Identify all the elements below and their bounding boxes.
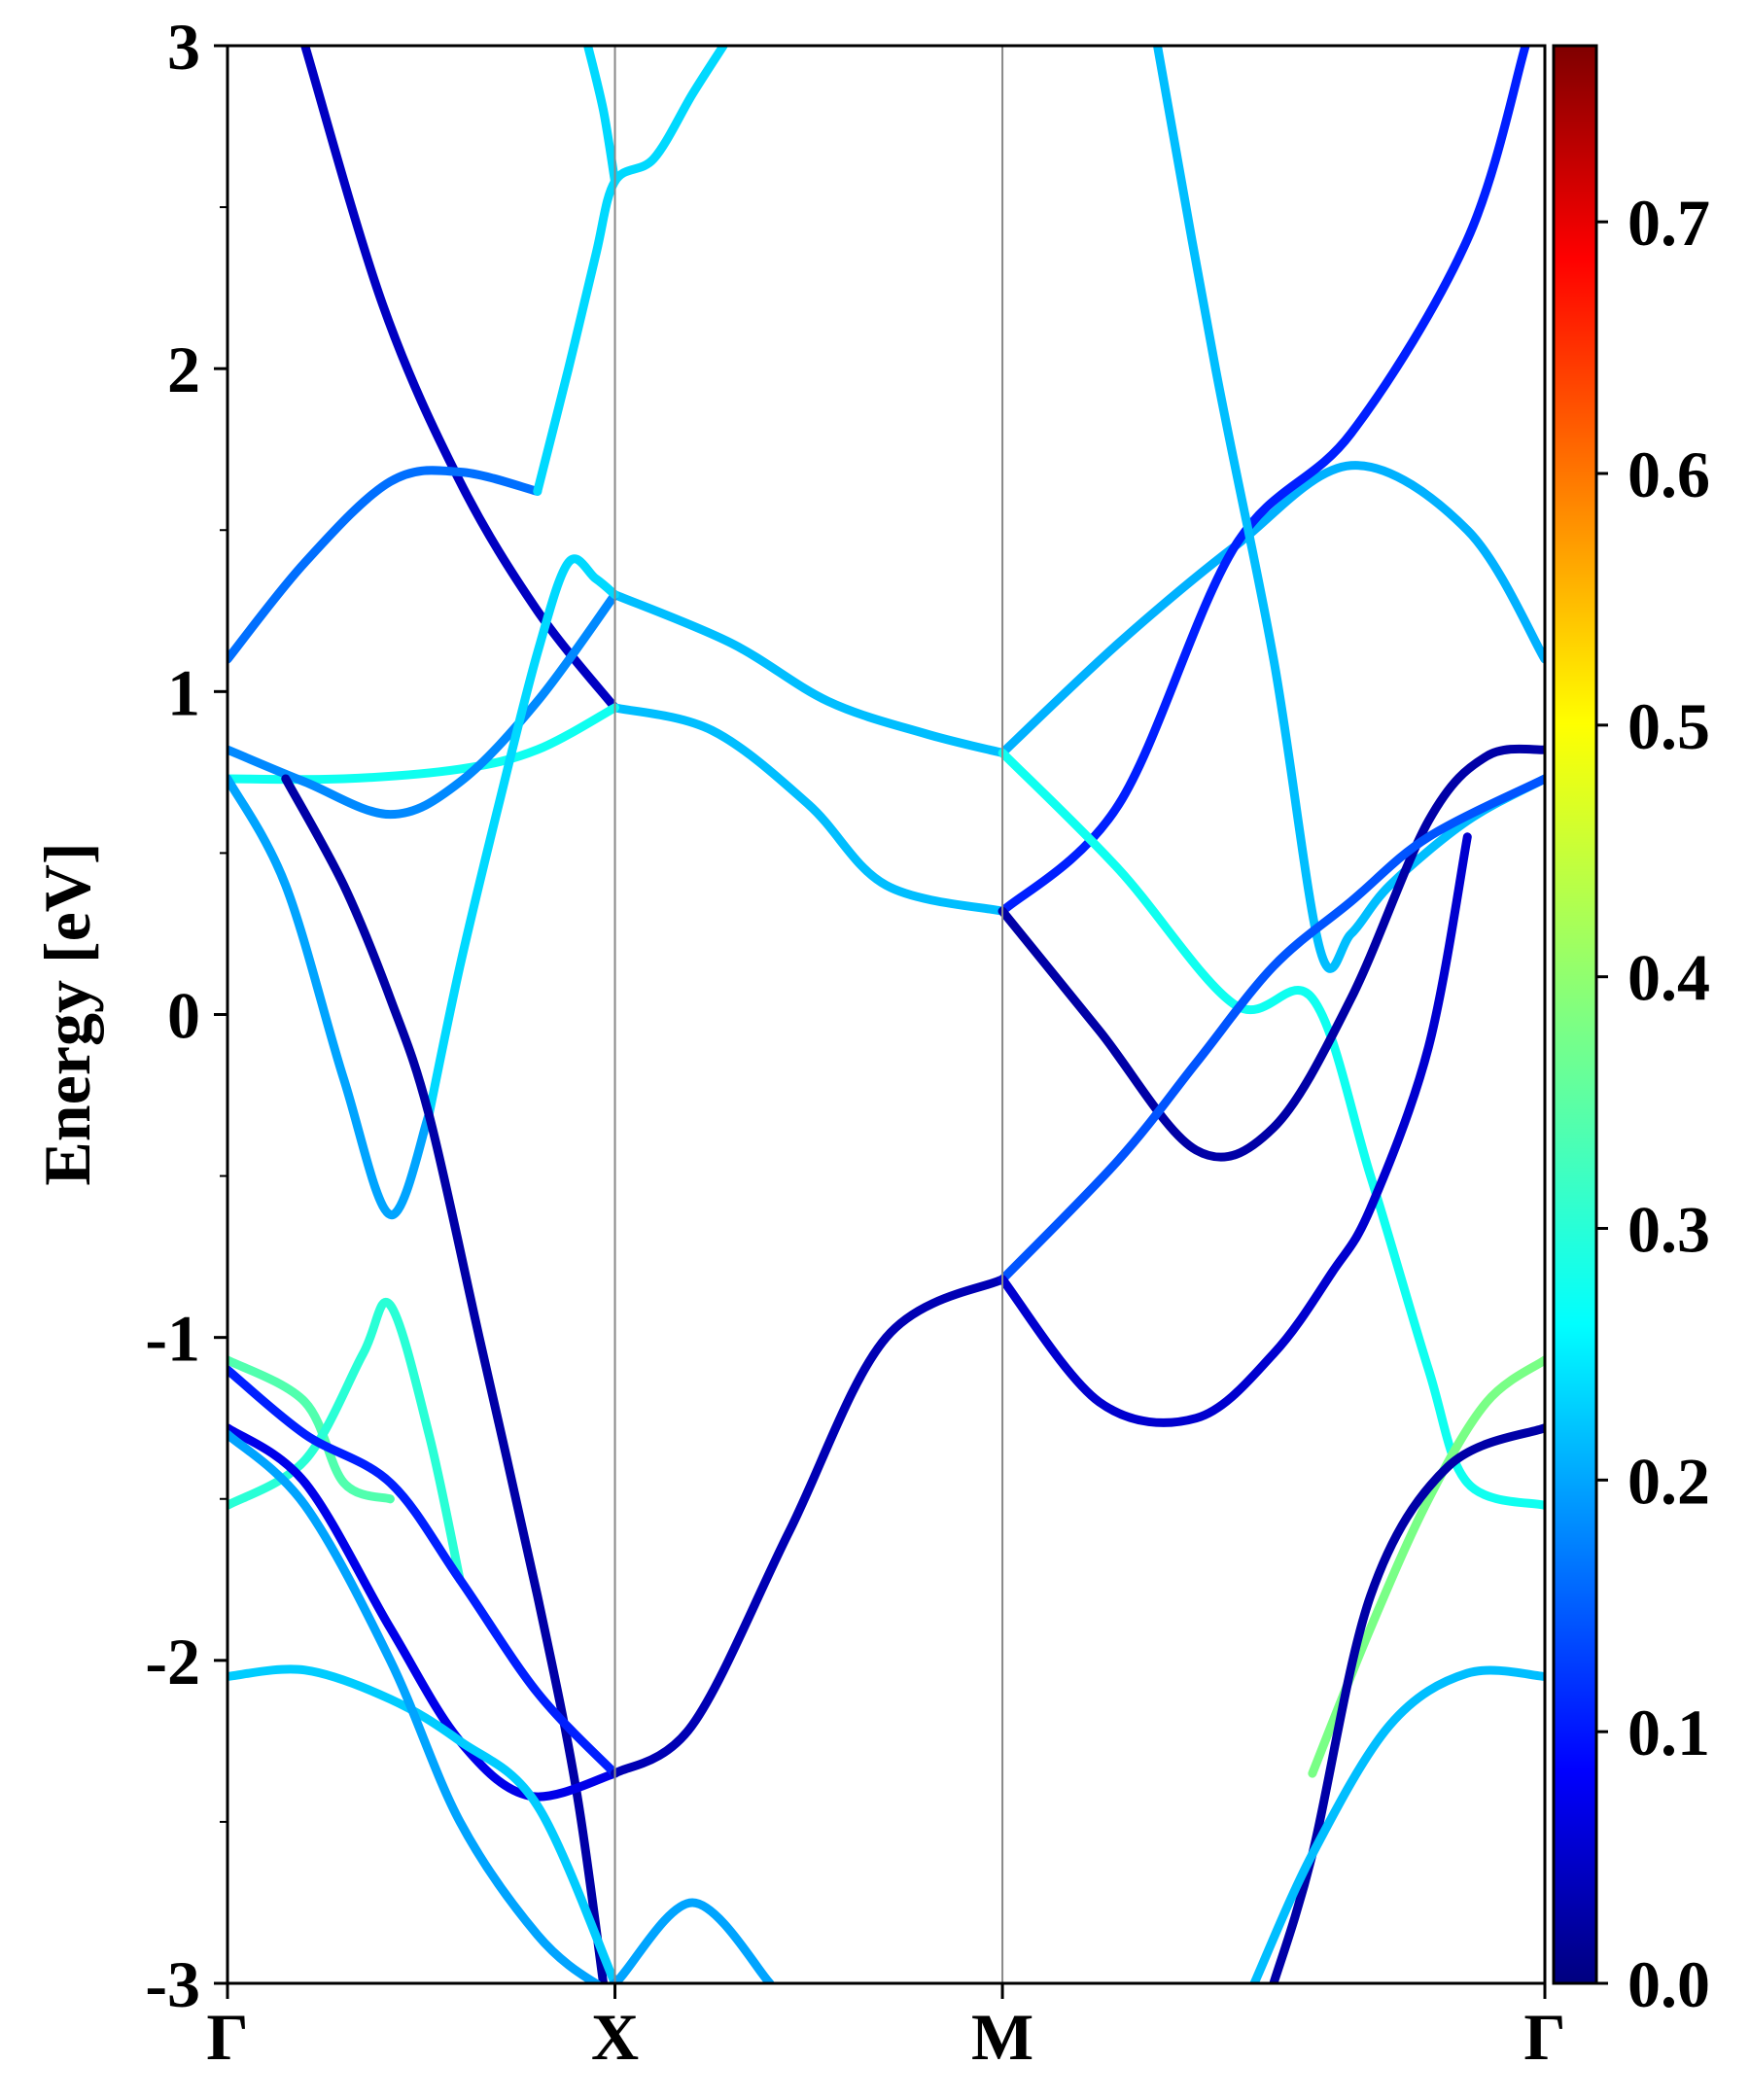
x-tick-label: M <box>971 2000 1033 2074</box>
colorbar-tick-label: 0.4 <box>1628 941 1710 1015</box>
band-line-23 <box>998 744 1545 1162</box>
colorbar-tick-label: 0.0 <box>1628 1947 1710 2021</box>
band-line-16 <box>611 1275 1007 1778</box>
band-line-11 <box>281 774 609 1983</box>
band-line-9 <box>424 554 619 1119</box>
band-line-17 <box>228 1664 619 1983</box>
band-line-15 <box>228 1365 619 1778</box>
band-line-26 <box>1308 1355 1545 1778</box>
band-line-25 <box>998 832 1472 1427</box>
colorbar <box>1552 44 1598 1985</box>
y-tick-label: -2 <box>145 1625 200 1698</box>
y-tick-label: -3 <box>145 1947 200 2021</box>
band-line-18 <box>228 1429 775 1983</box>
band-line-4 <box>533 46 728 496</box>
x-tick-label: Γ <box>206 2000 248 2074</box>
band-line-5 <box>583 46 619 186</box>
colorbar-tick-label: 0.6 <box>1628 438 1710 511</box>
band-line-20 <box>998 46 1530 916</box>
band-line-6 <box>228 703 619 785</box>
band-line-7 <box>611 590 1007 757</box>
band-line-8 <box>228 590 619 820</box>
k-point-separators <box>613 46 1004 1983</box>
x-tick-label: X <box>591 2000 639 2074</box>
colorbar-tick-label: 0.5 <box>1628 689 1710 763</box>
colorbar-tick-label: 0.7 <box>1628 186 1710 260</box>
colorbar-tick-label: 0.1 <box>1628 1696 1710 1769</box>
y-axis-label: Energy [eV] <box>30 842 104 1185</box>
x-tick-label: Γ <box>1523 2000 1565 2074</box>
colorbar-ticks: 0.0 0.1 0.2 0.3 0.4 0.5 0.6 0.7 <box>1596 186 1710 2021</box>
band-line-19 <box>998 461 1545 757</box>
band-line-2 <box>611 703 1007 916</box>
band-line-3 <box>228 466 542 664</box>
y-axis-ticks: -3 -2 -1 0 1 2 3 <box>145 10 228 2021</box>
band-line-28 <box>1249 1665 1545 1983</box>
colorbar-tick-label: 0.2 <box>1628 1444 1710 1518</box>
band-line-21 <box>1153 46 1545 973</box>
y-tick-label: -1 <box>145 1302 200 1376</box>
y-tick-label: 3 <box>167 10 200 84</box>
band-line-12 <box>228 1355 395 1504</box>
y-tick-label: 2 <box>167 332 200 406</box>
colorbar-tick-label: 0.3 <box>1628 1193 1710 1267</box>
y-tick-label: 1 <box>167 655 200 729</box>
band-line-27 <box>1269 1423 1545 1983</box>
band-line-13 <box>228 1298 465 1585</box>
band-line-24 <box>998 774 1545 1284</box>
y-tick-label: 0 <box>167 979 200 1053</box>
band-line-1 <box>300 46 619 713</box>
band-line-10 <box>228 774 434 1219</box>
bands-layer <box>228 46 1545 1983</box>
